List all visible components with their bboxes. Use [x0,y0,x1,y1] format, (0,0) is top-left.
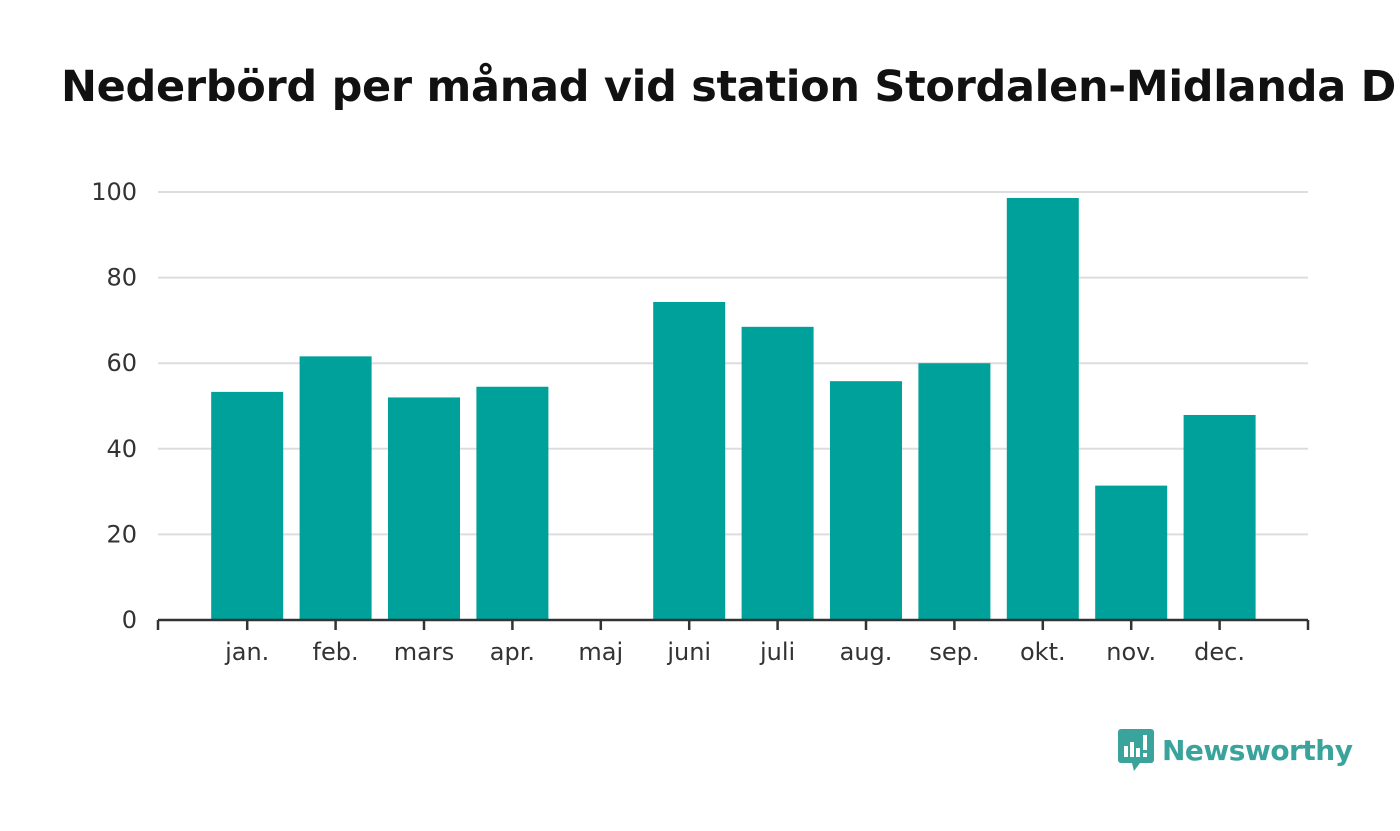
y-tick-label: 60 [106,349,137,377]
y-tick-label: 0 [122,606,137,634]
x-tick-label: juni [666,638,711,666]
x-axis [156,618,1310,630]
y-tick-label: 100 [91,178,137,206]
newsworthy-speech-bubble-chart-icon [1118,729,1154,771]
x-tick-label: aug. [840,638,893,666]
newsworthy-logo: Newsworthy [1118,728,1353,772]
bar-aug [830,381,902,620]
bar-mars [388,397,460,620]
bar-nov [1095,485,1168,620]
x-tick-label: okt. [1020,638,1066,666]
chart-title: Nederbörd per månad vid station Stordale… [61,62,1396,112]
bar-juni [653,301,726,620]
x-tick-label: sep. [929,638,979,666]
x-tick-label: feb. [313,638,359,666]
bar-apr [476,386,549,620]
y-axis-tick-labels: 0 20 40 60 80 100 [91,178,137,634]
bar-juli [741,326,814,620]
x-tick-label: dec. [1194,638,1245,666]
bar-jan [211,391,284,620]
bars [211,197,1256,620]
x-tick-label: mars [394,638,454,666]
y-tick-label: 40 [106,435,137,463]
x-tick-label: nov. [1106,638,1156,666]
x-tick-label: juli [759,638,795,666]
bar-okt [1006,197,1079,620]
x-axis-tick-labels: jan. feb. mars apr. maj juni juli aug. sep. okt. n… [224,638,1245,666]
logo-text: Newsworthy [1162,733,1353,767]
bar-dec [1183,414,1256,620]
x-tick-label: jan. [224,638,269,666]
x-tick-label: apr. [490,638,535,666]
bar-feb [299,356,372,620]
bar-sep [918,363,991,620]
x-tick-label: maj [578,638,623,666]
y-tick-label: 20 [106,520,137,548]
y-tick-label: 80 [106,264,137,292]
